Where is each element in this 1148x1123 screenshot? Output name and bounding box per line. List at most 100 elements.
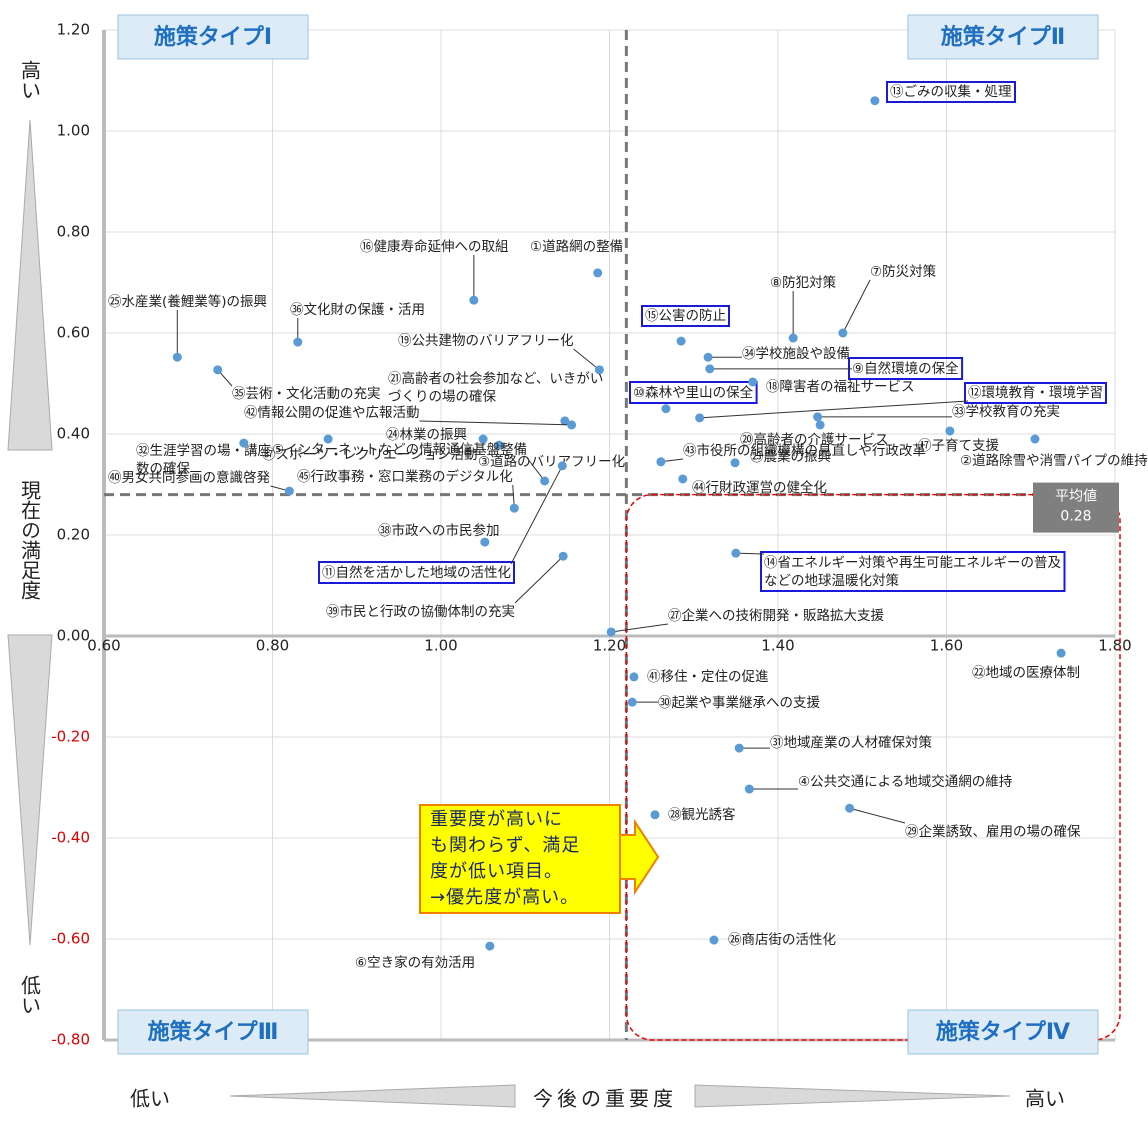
point-label: ㉕水産業(養鯉業等)の振興 bbox=[108, 293, 267, 310]
point bbox=[172, 352, 182, 362]
point-label: ⑯健康寿命延伸への取組 bbox=[360, 238, 509, 255]
point bbox=[594, 365, 604, 375]
y-tick-label: -0.20 bbox=[51, 728, 90, 746]
leader-line bbox=[573, 348, 600, 371]
point-label: ⑤インターネットなどの情報通信基盤整備 bbox=[272, 441, 527, 458]
point bbox=[557, 461, 567, 471]
point-label: ㊵男女共同参画の意識啓発 bbox=[108, 469, 270, 486]
x-tick-label: 1.40 bbox=[761, 637, 794, 655]
point-label: ㊶移住・定住の促進 bbox=[647, 669, 769, 685]
y-tick-label: 0.60 bbox=[57, 324, 90, 342]
point bbox=[815, 420, 825, 430]
point bbox=[748, 377, 758, 387]
point-label: ⑫環境教育・環境学習 bbox=[968, 385, 1103, 401]
point bbox=[676, 336, 686, 346]
quadrant-label: 施策タイプⅣ bbox=[936, 1019, 1071, 1045]
point-label: ㉞学校施設や設備 bbox=[742, 345, 850, 362]
point-label: ㉙企業誘致、雇用の場の確保 bbox=[905, 823, 1081, 840]
point bbox=[838, 328, 848, 338]
point bbox=[469, 295, 479, 305]
label-box bbox=[629, 381, 758, 404]
point bbox=[695, 413, 705, 423]
point-label: ⑨自然環境の保全 bbox=[852, 360, 959, 377]
y-tick-label: -0.80 bbox=[51, 1031, 90, 1049]
label-box bbox=[886, 81, 1016, 103]
x-low-label: 低い bbox=[130, 1087, 170, 1111]
point-label: ⑩森林や里山の保全 bbox=[633, 384, 754, 401]
y-axis-label: 現在の満足度 bbox=[18, 480, 42, 600]
leader-line bbox=[510, 465, 563, 565]
leader-line bbox=[849, 807, 906, 824]
x-tick-label: 1.00 bbox=[424, 637, 457, 655]
point-label: ㊴市民と行政の協働体制の充実 bbox=[326, 603, 515, 620]
point-label: ㊺行政事務・窓口業務のデジタル化 bbox=[297, 468, 513, 485]
point bbox=[213, 365, 223, 375]
quadrant-box bbox=[117, 1009, 309, 1055]
point-label: ㊳市政への市民参加 bbox=[378, 522, 500, 539]
point-label: ㉚起業や事業継承への支援 bbox=[658, 695, 820, 711]
point bbox=[730, 458, 740, 468]
point bbox=[870, 96, 880, 106]
point-label: ㊲スポーツ・レクリエーション活動 bbox=[262, 447, 477, 463]
mean-value: 0.28 bbox=[1060, 509, 1091, 525]
point bbox=[540, 476, 550, 486]
y-tick-label: 0.80 bbox=[57, 223, 90, 241]
y-tick-label: 1.20 bbox=[57, 21, 90, 39]
point-label: ㉔林業の振興 bbox=[386, 427, 467, 443]
point bbox=[731, 548, 741, 558]
mean-box bbox=[1033, 482, 1119, 533]
y-tick-label: -0.60 bbox=[51, 930, 90, 948]
point-label: ㊱文化財の保護・活用 bbox=[290, 302, 425, 318]
point bbox=[744, 784, 754, 794]
point bbox=[293, 337, 303, 347]
point-label: ㉜生涯学習の場・講座数の確保 bbox=[136, 443, 271, 477]
point bbox=[678, 474, 688, 484]
label-box bbox=[760, 551, 1066, 592]
point bbox=[567, 420, 577, 430]
x-tick-label: 1.20 bbox=[593, 637, 626, 655]
point-label: ②道路除雪や消雪パイプの維持 bbox=[960, 453, 1148, 469]
x-axis-label: 今後の重要度 bbox=[533, 1087, 677, 1111]
point-label: ㉝学校教育の充実 bbox=[952, 403, 1060, 420]
label-box bbox=[641, 305, 730, 327]
priority-region bbox=[625, 493, 1121, 1041]
point bbox=[1056, 648, 1066, 658]
quadrant-box bbox=[907, 1009, 1099, 1055]
x-tick-label: 1.60 bbox=[930, 637, 963, 655]
quadrant-label: 施策タイプⅠ bbox=[154, 24, 272, 50]
point bbox=[813, 412, 823, 422]
point bbox=[845, 803, 855, 813]
point bbox=[593, 268, 603, 278]
point bbox=[480, 537, 490, 547]
point-label: ㉟芸術・文化活動の充実 bbox=[232, 386, 381, 402]
y-tick-label: -0.40 bbox=[51, 829, 90, 847]
point-label: ㉒地域の医療体制 bbox=[972, 664, 1080, 681]
point-label: ⑥空き家の有効活用 bbox=[355, 954, 475, 971]
point-label: ⑰子育て支援 bbox=[918, 438, 999, 454]
point-label: ⑪自然を活かした地域の活性化 bbox=[322, 564, 511, 581]
label-box bbox=[318, 561, 515, 584]
x-tick-label: 1.80 bbox=[1098, 637, 1131, 655]
point bbox=[734, 743, 744, 753]
callout-box bbox=[419, 804, 621, 914]
point-label: ⑮公害の防止 bbox=[645, 308, 726, 324]
mean-title: 平均値 bbox=[1055, 489, 1097, 505]
point-label: ㉛地域産業の人材確保対策 bbox=[770, 734, 932, 751]
point bbox=[494, 440, 504, 450]
point bbox=[239, 438, 249, 448]
leader-line bbox=[611, 623, 669, 633]
point bbox=[560, 416, 570, 426]
x-low-arrow bbox=[229, 1084, 516, 1108]
y-high-label: 高い bbox=[18, 60, 42, 100]
point-label: ㊷情報公開の促進や広報活動 bbox=[244, 405, 420, 421]
label-box bbox=[964, 382, 1107, 404]
point-label: ㉓農業の振興 bbox=[750, 449, 831, 465]
point-label: ⑧防犯対策 bbox=[770, 274, 837, 291]
point-label: ⑭省エネルギー対策や再生可能エネルギーの普及などの地球温暖化対策 bbox=[764, 554, 1061, 589]
leader-line bbox=[842, 279, 871, 334]
callout-text: 重要度が高いにも関わらず、満足度が低い項目。→優先度が高い。 bbox=[430, 809, 580, 908]
leader-line bbox=[735, 552, 765, 555]
point-label: ㉘観光誘客 bbox=[668, 806, 736, 823]
point bbox=[945, 426, 955, 436]
